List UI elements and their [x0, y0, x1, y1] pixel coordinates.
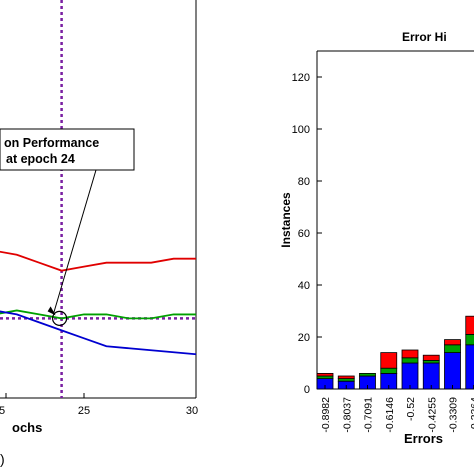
bar-segment [359, 372, 376, 377]
bar-segment [380, 367, 398, 374]
bar-segment [444, 339, 461, 346]
bar-segment [401, 357, 419, 364]
x-tick-label: -0.6146 [384, 397, 396, 433]
y-tick-label: 120 [292, 72, 310, 84]
y-tick-label: 80 [298, 176, 310, 188]
x-tick-label: -0.8037 [341, 397, 353, 433]
x-tick-label: -0.4255 [426, 397, 438, 433]
bar-segment [401, 349, 419, 359]
bar-segment [422, 354, 440, 361]
y-tick-label: 0 [304, 384, 310, 396]
bar-segment [465, 315, 474, 335]
x-tick-label: 25 [78, 405, 90, 417]
bar-segment [465, 344, 474, 390]
chart-title: Error Hi [402, 30, 447, 44]
x-tick-label: 30 [186, 405, 198, 417]
best-point-marker [51, 310, 68, 326]
y-tick-label: 40 [298, 280, 310, 292]
annotation-line-2: at epoch 24 [6, 152, 75, 166]
annotation-arrow [53, 169, 97, 314]
y-tick-label: 100 [292, 124, 310, 136]
bar-segment [337, 375, 355, 379]
panel-label: ) [0, 451, 5, 467]
x-tick-label: -0.8982 [320, 397, 332, 433]
series-line-1 [0, 309, 196, 320]
series-line-0 [0, 250, 196, 272]
bar-segment [465, 333, 474, 346]
y-tick-label: 60 [298, 228, 310, 240]
bar-segment [444, 352, 461, 390]
x-tick-label: -0.2364 [469, 397, 474, 433]
annotation-box [0, 128, 135, 171]
y-axis-label: Instances [279, 192, 293, 248]
x-axis-label: ochs [12, 420, 42, 435]
x-tick-label: -0.52 [405, 397, 417, 421]
bar-segment [380, 352, 398, 369]
bar-segment [316, 372, 334, 377]
y-tick-label: 20 [298, 332, 310, 344]
x-tick-label: -0.3309 [448, 397, 460, 433]
x-tick-label: 5 [0, 405, 5, 417]
series-line-2 [0, 310, 197, 356]
annotation-arrowhead [47, 306, 56, 316]
annotation-line-1: on Performance [4, 136, 99, 150]
x-tick-label: -0.7091 [363, 397, 375, 433]
bar-segment [444, 344, 461, 353]
x-axis-label: Errors [404, 431, 443, 446]
